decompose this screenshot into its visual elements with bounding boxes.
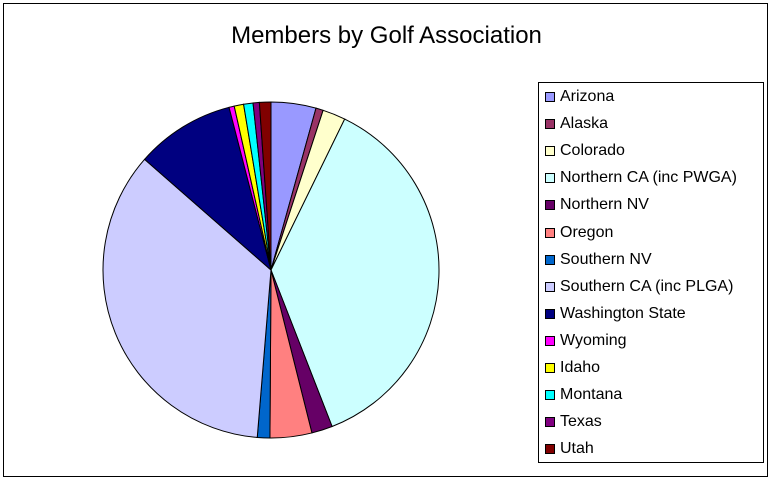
legend-label: Utah — [560, 440, 594, 458]
legend-item: Southern NV — [545, 249, 652, 271]
legend-label: Washington State — [560, 304, 686, 322]
legend-item: Northern NV — [545, 194, 649, 216]
legend-item: Montana — [545, 384, 622, 406]
chart-title: Members by Golf Association — [231, 22, 542, 49]
legend-label: Texas — [560, 413, 602, 431]
legend-item: Southern CA (inc PLGA) — [545, 276, 733, 298]
legend-label: Alaska — [560, 115, 609, 133]
legend-swatch — [545, 281, 555, 292]
legend-swatch — [545, 254, 555, 265]
legend-item: Arizona — [545, 86, 614, 108]
chart-legend: Arizona Alaska Colorado Northern CA (inc PW… — [538, 82, 764, 463]
legend-label: Northern NV — [560, 196, 649, 214]
legend-label: Northern CA (inc PWGA) — [560, 169, 737, 187]
legend-swatch — [545, 146, 555, 157]
legend-item: Oregon — [545, 222, 613, 244]
legend-item: Alaska — [545, 113, 608, 135]
legend-item: Wyoming — [545, 330, 627, 352]
legend-item: Northern CA (inc PWGA) — [545, 167, 737, 189]
legend-swatch — [545, 173, 555, 184]
legend-label: Arizona — [560, 88, 615, 105]
legend-item: Texas — [545, 411, 602, 433]
legend-swatch — [545, 444, 555, 455]
legend-swatch — [545, 363, 555, 373]
legend-swatch — [545, 308, 555, 319]
pie-slice-northern-ca-inc-pwga — [270, 118, 440, 428]
legend-swatch — [545, 227, 555, 238]
legend-label: Wyoming — [560, 331, 627, 349]
legend-swatch — [545, 200, 555, 211]
legend-label: Idaho — [560, 359, 601, 376]
pie-slice-utah — [258, 101, 272, 271]
legend-label: Southern CA (inc PLGA) — [560, 277, 734, 295]
legend-swatch — [545, 417, 555, 428]
legend-label: Colorado — [560, 142, 625, 160]
legend-swatch — [545, 335, 555, 346]
pie-slice-southern-ca-inc-plga — [102, 158, 272, 438]
legend-item: Utah — [545, 438, 594, 460]
legend-item: Colorado — [545, 140, 625, 162]
legend-label: Southern NV — [560, 250, 652, 268]
legend-label: Montana — [560, 386, 623, 404]
legend-swatch — [545, 119, 555, 130]
legend-swatch — [545, 390, 555, 401]
legend-item: Washington State — [545, 303, 686, 325]
legend-label: Oregon — [560, 223, 614, 241]
legend-item: Idaho — [545, 357, 600, 379]
legend-swatch — [545, 92, 555, 102]
